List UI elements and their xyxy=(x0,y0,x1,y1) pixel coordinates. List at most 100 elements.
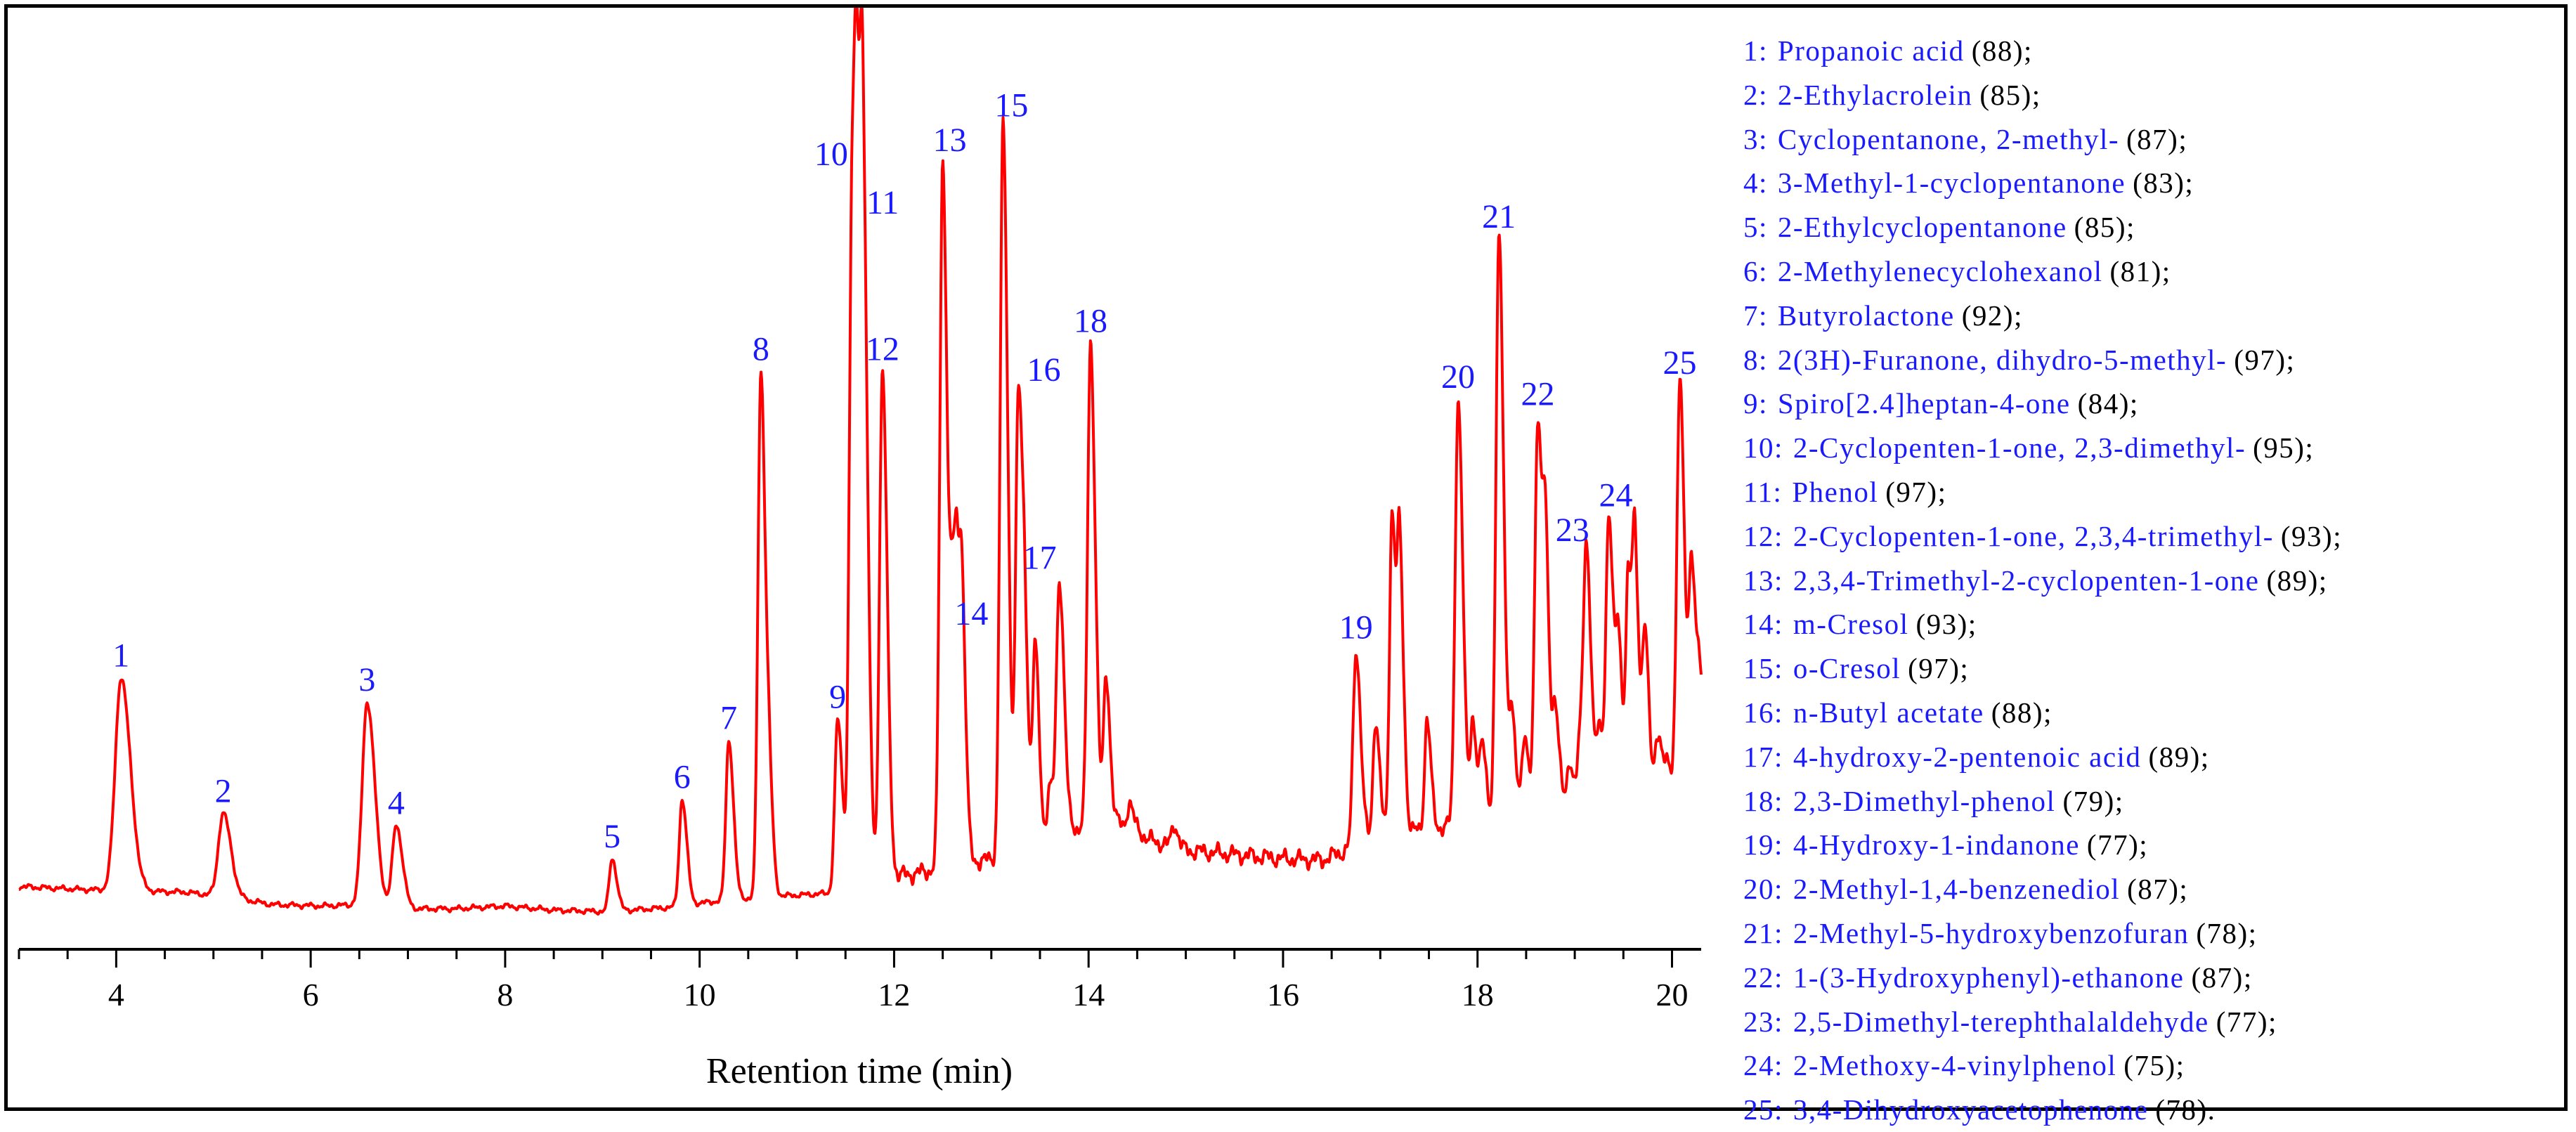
peak-label-18: 18 xyxy=(1074,303,1107,340)
legend-item: 4: 3-Methyl-1-cyclopentanone (83); xyxy=(1743,161,2572,205)
figure-frame: 4 6 8 10 12 14 16 18 20 1 2 3 4 5 6 7 8 9 10 11 12 13 14 15 16 1… xyxy=(4,4,2568,1126)
legend-number: 15: xyxy=(1743,652,1783,685)
legend-number: 24: xyxy=(1743,1049,1783,1082)
legend-item: 12: 2-Cyclopenten-1-one, 2,3,4-trimethyl-… xyxy=(1743,514,2572,559)
peak-label-24: 24 xyxy=(1599,476,1633,514)
legend-item: 23: 2,5-Dimethyl-terephthalaldehyde (77); xyxy=(1743,1000,2572,1044)
legend-number: 17: xyxy=(1743,740,1783,773)
peak-label-6: 6 xyxy=(674,759,691,796)
legend-item: 6: 2-Methylenecyclohexanol (81); xyxy=(1743,249,2572,294)
legend-number: 7: xyxy=(1743,299,1768,332)
legend-compound-name: 1-(3-Hydroxyphenyl)-ethanone xyxy=(1793,961,2185,994)
legend-item: 3: Cyclopentanone, 2-methyl- (87); xyxy=(1743,117,2572,162)
legend-match-score: (81); xyxy=(2109,254,2171,287)
x-tick-label: 16 xyxy=(1267,977,1299,1013)
legend-match-score: (88); xyxy=(1991,696,2053,729)
legend-match-score: (97); xyxy=(2234,343,2296,376)
peak-label-22: 22 xyxy=(1521,376,1555,413)
legend-number: 1: xyxy=(1743,34,1768,67)
x-tick-label: 4 xyxy=(108,977,124,1013)
legend-compound-name: 2-Ethylcyclopentanone xyxy=(1777,211,2067,244)
legend-match-score: (95); xyxy=(2253,431,2315,464)
legend-compound-name: 2-Cyclopenten-1-one, 2,3-dimethyl- xyxy=(1793,431,2246,464)
peak-label-23: 23 xyxy=(1556,512,1589,549)
peak-label-3: 3 xyxy=(358,661,375,698)
legend-match-score: (92); xyxy=(1961,299,2023,332)
x-tick-label: 10 xyxy=(684,977,716,1013)
legend-number: 16: xyxy=(1743,696,1783,729)
peak-label-13: 13 xyxy=(933,122,967,159)
legend-match-score: (87); xyxy=(2191,961,2253,994)
legend-item: 21: 2-Methyl-5-hydroxybenzofuran (78); xyxy=(1743,911,2572,956)
legend-match-score: (93); xyxy=(1915,608,1977,641)
legend-item: 13: 2,3,4-Trimethyl-2-cyclopenten-1-one (8… xyxy=(1743,559,2572,603)
peak-label-15: 15 xyxy=(994,86,1028,124)
legend-item: 15: o-Cresol (97); xyxy=(1743,646,2572,691)
legend-match-score: (87); xyxy=(2126,122,2188,155)
compound-legend: 1: Propanoic acid (88); 2: 2-Ethylacrolein (8… xyxy=(1743,29,2572,1132)
legend-match-score: (97); xyxy=(1885,475,1947,508)
legend-compound-name: 4-Hydroxy-1-indanone xyxy=(1793,828,2080,861)
legend-compound-name: 2-Methoxy-4-vinylphenol xyxy=(1793,1049,2117,1082)
x-axis-title: Retention time (min) xyxy=(706,1051,1013,1091)
legend-number: 11: xyxy=(1743,475,1783,508)
peak-label-2: 2 xyxy=(215,773,232,810)
peak-label-7: 7 xyxy=(720,699,737,736)
x-tick-label: 18 xyxy=(1462,977,1494,1013)
legend-match-score: (77); xyxy=(2086,828,2149,861)
legend-match-score: (85); xyxy=(1979,78,2041,111)
legend-match-score: (83); xyxy=(2133,167,2194,200)
legend-compound-name: Spiro[2.4]heptan-4-one xyxy=(1777,387,2071,420)
legend-compound-name: Cyclopentanone, 2-methyl- xyxy=(1777,122,2120,155)
legend-item: 1: Propanoic acid (88); xyxy=(1743,29,2572,73)
x-tick-label: 8 xyxy=(497,977,513,1013)
legend-number: 2: xyxy=(1743,78,1768,111)
legend-compound-name: Phenol xyxy=(1792,475,1879,508)
legend-compound-name: o-Cresol xyxy=(1793,652,1901,685)
legend-number: 25: xyxy=(1743,1093,1783,1126)
x-tick-label: 12 xyxy=(878,977,910,1013)
legend-compound-name: 2-Ethylacrolein xyxy=(1777,78,1973,111)
legend-match-score: (88); xyxy=(1971,34,2033,67)
legend-number: 18: xyxy=(1743,784,1783,817)
legend-number: 23: xyxy=(1743,1005,1783,1038)
legend-match-score: (97); xyxy=(1908,652,1970,685)
legend-item: 8: 2(3H)-Furanone, dihydro-5-methyl- (97); xyxy=(1743,338,2572,382)
legend-item: 24: 2-Methoxy-4-vinylphenol (75); xyxy=(1743,1043,2572,1088)
legend-item: 25: 3,4-Dihydroxyacetophenone (78). xyxy=(1743,1088,2572,1132)
legend-number: 12: xyxy=(1743,519,1783,552)
legend-match-score: (93); xyxy=(2280,519,2343,552)
legend-compound-name: 2(3H)-Furanone, dihydro-5-methyl- xyxy=(1777,343,2227,376)
legend-compound-name: n-Butyl acetate xyxy=(1793,696,1984,729)
x-tick-label: 20 xyxy=(1655,977,1688,1013)
legend-item: 11: Phenol (97); xyxy=(1743,470,2572,514)
legend-match-score: (89); xyxy=(2148,740,2210,773)
legend-match-score: (87); xyxy=(2127,873,2189,906)
peak-label-4: 4 xyxy=(388,784,405,821)
legend-number: 19: xyxy=(1743,828,1783,861)
legend-compound-name: 2-Methyl-1,4-benzenediol xyxy=(1793,873,2121,906)
legend-compound-name: 3,4-Dihydroxyacetophenone xyxy=(1793,1093,2149,1126)
legend-compound-name: 2,3,4-Trimethyl-2-cyclopenten-1-one xyxy=(1793,564,2260,597)
peak-label-21: 21 xyxy=(1482,198,1516,235)
legend-compound-name: 2,5-Dimethyl-terephthalaldehyde xyxy=(1793,1005,2209,1038)
peak-label-9: 9 xyxy=(829,679,846,716)
peak-label-19: 19 xyxy=(1339,609,1373,646)
legend-match-score: (89); xyxy=(2266,564,2328,597)
peak-label-1: 1 xyxy=(112,637,129,674)
legend-compound-name: m-Cresol xyxy=(1793,608,1909,641)
legend-number: 14: xyxy=(1743,608,1783,641)
peak-label-14: 14 xyxy=(954,595,988,632)
legend-item: 22: 1-(3-Hydroxyphenyl)-ethanone (87); xyxy=(1743,956,2572,1000)
legend-number: 10: xyxy=(1743,431,1783,464)
legend-number: 6: xyxy=(1743,254,1768,287)
peak-label-25: 25 xyxy=(1663,344,1697,382)
peak-label-17: 17 xyxy=(1023,540,1057,577)
legend-number: 3: xyxy=(1743,122,1768,155)
legend-match-score: (78). xyxy=(2155,1093,2216,1126)
legend-compound-name: 4-hydroxy-2-pentenoic acid xyxy=(1793,740,2142,773)
legend-match-score: (75); xyxy=(2123,1049,2185,1082)
legend-number: 20: xyxy=(1743,873,1783,906)
legend-item: 10: 2-Cyclopenten-1-one, 2,3-dimethyl- (95… xyxy=(1743,426,2572,470)
legend-match-score: (84); xyxy=(2077,387,2139,420)
